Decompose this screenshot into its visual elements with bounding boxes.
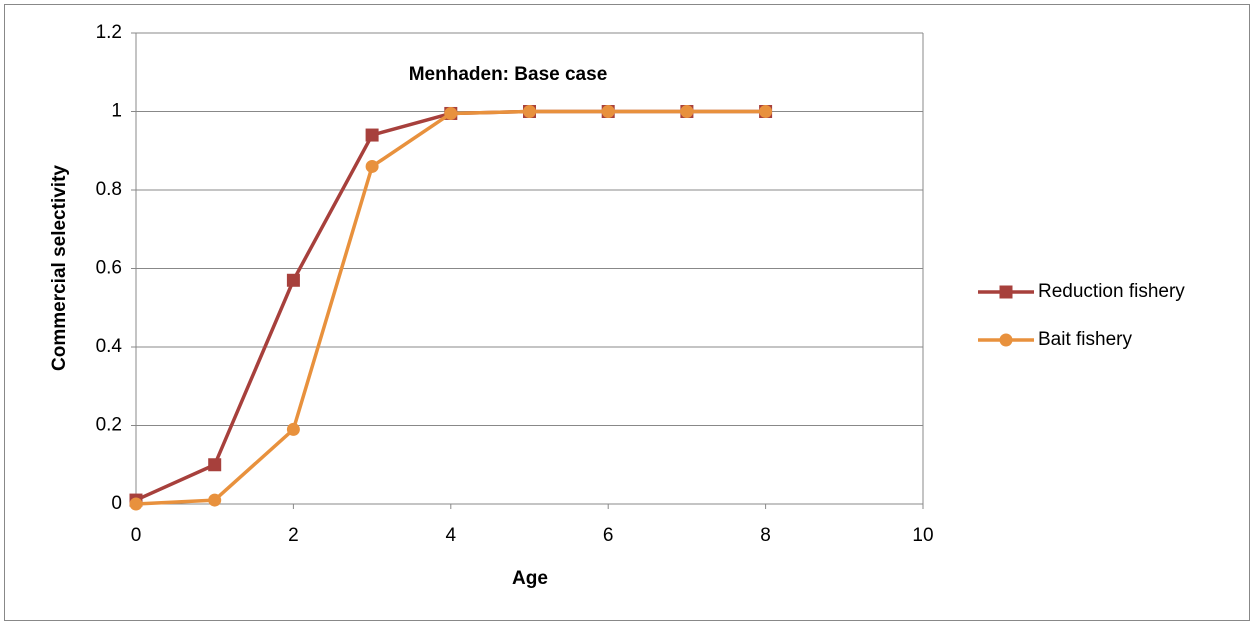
x-tick-label: 6	[603, 525, 614, 546]
data-point	[601, 105, 615, 118]
data-point	[365, 128, 379, 142]
data-point	[208, 458, 222, 472]
y-tick-label: 0.4	[96, 336, 123, 357]
legend-label: Bait fishery	[1038, 329, 1132, 350]
legend-marker	[999, 285, 1013, 299]
chart-title: Menhaden: Base case	[409, 64, 608, 85]
data-point	[444, 106, 458, 120]
data-point	[286, 422, 300, 436]
data-point	[680, 105, 694, 118]
chart-border	[4, 4, 1250, 621]
data-point	[759, 105, 773, 118]
x-axis-label: Age	[512, 568, 548, 589]
y-tick-label: 0.6	[96, 258, 122, 279]
data-point	[286, 273, 300, 287]
x-tick-label: 10	[912, 525, 933, 546]
legend-marker	[999, 333, 1013, 347]
data-point	[129, 497, 143, 511]
y-tick-label: 0.8	[96, 179, 122, 200]
y-tick-label: 1	[111, 101, 122, 122]
data-point	[365, 159, 379, 173]
y-tick-label: 0.2	[96, 415, 122, 436]
y-tick-label: 0	[111, 493, 122, 514]
y-axis-label: Commercial selectivity	[49, 165, 70, 371]
legend-label: Reduction fishery	[1038, 281, 1185, 302]
x-tick-label: 4	[446, 525, 457, 546]
data-point	[208, 493, 222, 507]
y-tick-label: 1.2	[96, 22, 122, 43]
data-point	[523, 105, 536, 118]
x-tick-label: 8	[760, 525, 771, 546]
x-tick-label: 2	[288, 525, 299, 546]
x-tick-label: 0	[131, 525, 142, 546]
